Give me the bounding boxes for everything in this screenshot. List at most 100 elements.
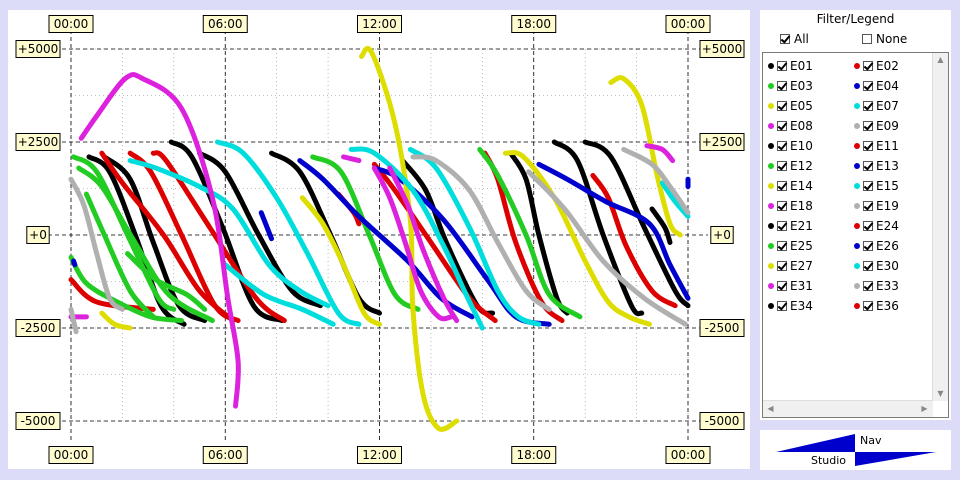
- series-label: E05: [790, 99, 813, 113]
- series-line: [68, 254, 185, 324]
- y-tick-label-left: +0: [29, 228, 47, 242]
- x-tick-label-bottom: 00:00: [671, 448, 706, 462]
- series-line: [127, 158, 331, 309]
- legend-entry-e26[interactable]: E26: [854, 239, 899, 253]
- series-checkbox[interactable]: [777, 101, 787, 111]
- series-checkbox[interactable]: [777, 241, 787, 251]
- series-color-dot: [768, 243, 774, 249]
- legend-entry-e10[interactable]: E10: [768, 139, 813, 153]
- horizontal-scrollbar[interactable]: ◀ ▶: [763, 400, 933, 417]
- legend-entry-e30[interactable]: E30: [854, 259, 899, 273]
- legend-entry-e33[interactable]: E33: [854, 279, 899, 293]
- legend-entry-e18[interactable]: E18: [768, 199, 813, 213]
- series-checkbox[interactable]: [863, 281, 873, 291]
- legend-entry-e31[interactable]: E31: [768, 279, 813, 293]
- x-tick-label-bottom: 12:00: [362, 448, 397, 462]
- legend-entry-e27[interactable]: E27: [768, 259, 813, 273]
- legend-entry-e36[interactable]: E36: [854, 299, 899, 313]
- legend-entry-e15[interactable]: E15: [854, 179, 899, 193]
- legend-entry-e02[interactable]: E02: [854, 59, 899, 73]
- series-checkbox[interactable]: [777, 81, 787, 91]
- legend-entry-e04[interactable]: E04: [854, 79, 899, 93]
- x-tick-label-bottom: 00:00: [54, 448, 89, 462]
- series-color-dot: [854, 163, 860, 169]
- scroll-up-icon[interactable]: ▲: [937, 55, 944, 64]
- series-line: [502, 149, 652, 327]
- series-checkbox[interactable]: [863, 261, 873, 271]
- legend-entry-e03[interactable]: E03: [768, 79, 813, 93]
- series-checkbox[interactable]: [777, 61, 787, 71]
- series-checkbox[interactable]: [863, 161, 873, 171]
- legend-entry-e34[interactable]: E34: [768, 299, 813, 313]
- legend-row: E03 E04: [765, 77, 931, 97]
- legend-entry-e01[interactable]: E01: [768, 59, 813, 73]
- series-checkbox[interactable]: [863, 61, 873, 71]
- y-tick-label-left-box: [15, 40, 61, 58]
- series-checkbox[interactable]: [863, 121, 873, 131]
- none-checkbox[interactable]: None: [862, 32, 907, 46]
- x-tick-label-top-box: [511, 15, 557, 33]
- series-line: [168, 139, 285, 324]
- series-checkbox[interactable]: [777, 221, 787, 231]
- x-tick-label-top: 18:00: [516, 17, 551, 31]
- series-color-dot: [768, 303, 774, 309]
- x-tick-label-top-box: [48, 15, 94, 33]
- series-label: E09: [876, 119, 899, 133]
- series-checkbox[interactable]: [863, 241, 873, 251]
- series-checkbox[interactable]: [777, 141, 787, 151]
- legend-entry-e14[interactable]: E14: [768, 179, 813, 193]
- legend-list[interactable]: E01 E02 E03 E04 E05 E07 E08 E09 E10 E11 E12 E13 E14 E…: [762, 52, 949, 418]
- y-tick-label-left: -2500: [21, 321, 56, 335]
- legend-entry-e25[interactable]: E25: [768, 239, 813, 253]
- series-label: E03: [790, 79, 813, 93]
- x-tick-label-bottom-box: [48, 446, 94, 464]
- series-checkbox[interactable]: [863, 141, 873, 151]
- legend-entry-e09[interactable]: E09: [854, 119, 899, 133]
- series-checkbox[interactable]: [777, 121, 787, 131]
- legend-entry-e19[interactable]: E19: [854, 199, 899, 213]
- all-checkbox[interactable]: All: [780, 32, 809, 46]
- legend-row: E34 E36: [765, 297, 931, 317]
- series-checkbox[interactable]: [863, 181, 873, 191]
- series-line: [99, 150, 236, 324]
- series-checkbox[interactable]: [777, 301, 787, 311]
- series-checkbox[interactable]: [863, 101, 873, 111]
- scroll-right-icon[interactable]: ▶: [921, 404, 928, 413]
- legend-entry-e12[interactable]: E12: [768, 159, 813, 173]
- series-checkbox[interactable]: [777, 161, 787, 171]
- series-checkbox[interactable]: [863, 301, 873, 311]
- y-tick-label-right-box: [699, 412, 745, 430]
- legend-entry-e24[interactable]: E24: [854, 219, 899, 233]
- scroll-down-icon[interactable]: ▼: [937, 389, 944, 398]
- series-label: E31: [790, 279, 813, 293]
- legend-entry-e11[interactable]: E11: [854, 139, 899, 153]
- series-color-dot: [768, 143, 774, 149]
- all-check-icon: [780, 34, 790, 44]
- series-checkbox[interactable]: [777, 181, 787, 191]
- series-line: [526, 169, 688, 327]
- legend-entry-e05[interactable]: E05: [768, 99, 813, 113]
- series-color-dot: [854, 303, 860, 309]
- legend-row: E08 E09: [765, 117, 931, 137]
- series-line: [621, 146, 691, 216]
- legend-entry-e07[interactable]: E07: [854, 99, 899, 113]
- y-tick-label-right-box: [710, 226, 734, 244]
- x-tick-label-bottom-box: [511, 446, 557, 464]
- scroll-left-icon[interactable]: ◀: [767, 404, 774, 413]
- series-checkbox[interactable]: [863, 221, 873, 231]
- series-color-dot: [768, 203, 774, 209]
- series-label: E26: [876, 239, 899, 253]
- series-checkbox[interactable]: [777, 281, 787, 291]
- series-label: E10: [790, 139, 813, 153]
- vertical-scrollbar[interactable]: ▲ ▼: [932, 53, 948, 401]
- series-checkbox[interactable]: [777, 201, 787, 211]
- legend-entry-e13[interactable]: E13: [854, 159, 899, 173]
- series-label: E11: [876, 139, 899, 153]
- legend-entry-e08[interactable]: E08: [768, 119, 813, 133]
- series-checkbox[interactable]: [777, 261, 787, 271]
- y-tick-label-left-box: [15, 133, 61, 151]
- series-checkbox[interactable]: [863, 81, 873, 91]
- series-line: [644, 143, 676, 164]
- legend-entry-e21[interactable]: E21: [768, 219, 813, 233]
- series-checkbox[interactable]: [863, 201, 873, 211]
